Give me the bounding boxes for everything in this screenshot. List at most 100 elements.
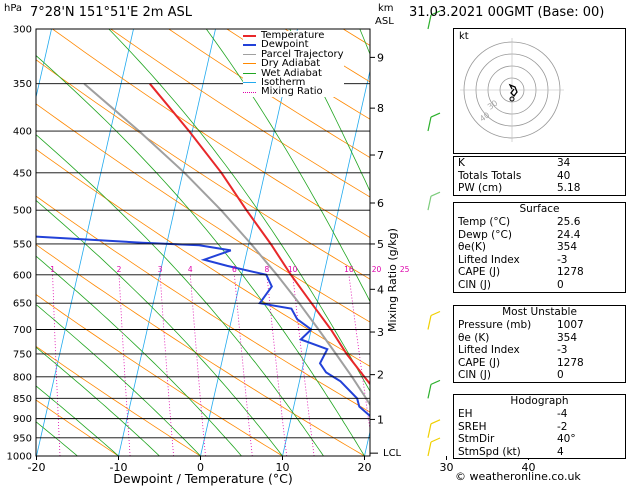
hpa-label: hPa — [4, 3, 23, 14]
hodograph-unit: kt — [459, 31, 469, 42]
index-name: CIN (J) — [458, 278, 491, 291]
legend-label: Temperature — [261, 30, 325, 41]
pressure-tick-label: 800 — [13, 372, 32, 383]
legend-swatch — [243, 82, 256, 84]
wind-barb-flag — [430, 379, 441, 385]
wind-barb-flag — [430, 112, 441, 118]
mixing-ratio-label: 8 — [264, 265, 269, 274]
dry-adiabat-line — [36, 59, 370, 280]
index-value: 34 — [557, 157, 571, 169]
temperature-line — [149, 83, 370, 386]
km-tick-label: 3 — [377, 326, 384, 339]
index-name: Dewp (°C) — [458, 228, 512, 241]
index-row: Lifted Index -3 — [454, 344, 625, 357]
indices-top: K 34 Totals Totals 40 PW (cm) 5.18 — [453, 156, 626, 196]
index-name: Totals Totals — [458, 169, 522, 182]
index-value: 40° — [557, 433, 576, 446]
legend-item: Isotherm — [243, 76, 344, 88]
pressure-tick-label: 300 — [13, 25, 32, 36]
index-name: Pressure (mb) — [458, 319, 532, 331]
legend-label: Dry Adiabat — [261, 58, 321, 70]
wind-barb-flag — [430, 191, 441, 197]
asl-label: ASL — [375, 16, 394, 27]
dry-adiabat-line — [36, 345, 201, 456]
isotherm-line — [282, 69, 370, 456]
mixing-ratio-line — [118, 274, 131, 456]
pressure-tick-label: 700 — [13, 325, 32, 336]
index-name: K — [458, 157, 465, 169]
indices-unstable: Most Unstable Pressure (mb) 1007 θe (K) 354… — [453, 305, 626, 383]
mixing-ratio-label: 20 — [372, 265, 382, 274]
pressure-tick-label: 400 — [13, 127, 32, 138]
legend-label: Dewpoint — [261, 39, 309, 51]
index-value: 25.6 — [557, 216, 581, 228]
index-row: Totals Totals 40 — [454, 170, 625, 183]
dry-adiabat-line — [168, 29, 370, 159]
index-row: StmDir 40° — [454, 433, 625, 446]
credit-text: © weatheronline.co.uk — [455, 470, 581, 483]
index-value: 24.4 — [557, 228, 581, 241]
wind-barb-flag — [430, 10, 441, 16]
index-row: SREH -2 — [454, 421, 625, 434]
temperature-tick-label: 10 — [276, 461, 290, 474]
wind-barb-flag — [430, 310, 441, 317]
indices-hodograph: Hodograph EH -4 SREH -2 StmDir 40° StmSpd (kt)… — [453, 394, 626, 460]
wet-adiabat-line — [36, 385, 119, 456]
pressure-tick-label: 1000 — [7, 452, 32, 463]
index-row: CIN (J) 0 — [454, 369, 625, 382]
station-label: 7°28'N 151°51'E 2m ASL — [30, 5, 192, 20]
index-row: θe(K) 354 — [454, 241, 625, 254]
mixing-ratio-line — [405, 275, 434, 456]
dewpoint-line — [36, 235, 370, 418]
index-name: CAPE (J) — [458, 266, 501, 279]
wind-barb — [427, 441, 432, 457]
dry-adiabat-line — [36, 399, 119, 456]
legend-label: Mixing Ratio — [261, 86, 323, 98]
lcl-label: LCL — [383, 448, 402, 459]
surface-title: Surface — [519, 203, 560, 215]
index-row: CIN (J) 0 — [454, 279, 625, 292]
indices-surface: Surface Temp (°C) 25.6 Dewp (°C) 24.4 θe(K) 3… — [453, 202, 626, 293]
x-axis-label: Dewpoint / Temperature (°C) — [113, 471, 292, 486]
mixing-ratio-label: 4 — [188, 265, 193, 274]
wet-adiabat-line — [36, 303, 201, 456]
temperature-tick-label: -20 — [28, 461, 46, 474]
wet-adiabat-line — [36, 421, 78, 456]
pressure-tick-label: 450 — [13, 168, 32, 179]
index-name: StmSpd (kt) — [458, 445, 521, 458]
pressure-tick-label: 900 — [13, 414, 32, 425]
mixing-ratio-line — [52, 274, 61, 456]
index-name: Temp (°C) — [458, 216, 511, 228]
pressure-tick-label: 600 — [13, 270, 32, 281]
legend-swatch — [243, 91, 256, 93]
index-row: PW (cm) 5.18 — [454, 182, 625, 195]
km-tick-label: 6 — [377, 197, 384, 210]
index-value: 4 — [557, 445, 564, 458]
km-label: km — [378, 3, 394, 14]
legend-swatch — [243, 72, 256, 74]
legend-label: Parcel Trajectory — [261, 48, 344, 60]
pressure-tick-label: 500 — [13, 206, 32, 217]
index-name: θe (K) — [458, 331, 490, 344]
wet-adiabat-line — [205, 29, 370, 303]
dry-adiabat-line — [110, 29, 370, 198]
index-row: Temp (°C) 25.6 — [454, 216, 625, 229]
legend-item: Wet Adiabat — [243, 68, 344, 78]
pressure-tick-label: 950 — [13, 433, 32, 444]
wet-adiabat-line — [289, 29, 370, 193]
index-name: θe(K) — [458, 241, 486, 254]
isotherm-line — [36, 29, 134, 456]
pressure-tick-label: 850 — [13, 394, 32, 405]
legend-label: Isotherm — [261, 76, 306, 88]
index-name: PW (cm) — [458, 182, 503, 195]
wind-barb — [427, 14, 432, 30]
index-row: EH -4 — [454, 408, 625, 421]
index-row: CAPE (J) 1278 — [454, 357, 625, 370]
index-row: CAPE (J) 1278 — [454, 266, 625, 279]
wind-barb-flag — [430, 437, 441, 443]
temperature-tick-label: 0 — [197, 461, 204, 474]
pressure-tick-label: 650 — [13, 299, 32, 310]
km-tick-label: 2 — [377, 369, 384, 382]
legend-swatch — [243, 34, 256, 37]
